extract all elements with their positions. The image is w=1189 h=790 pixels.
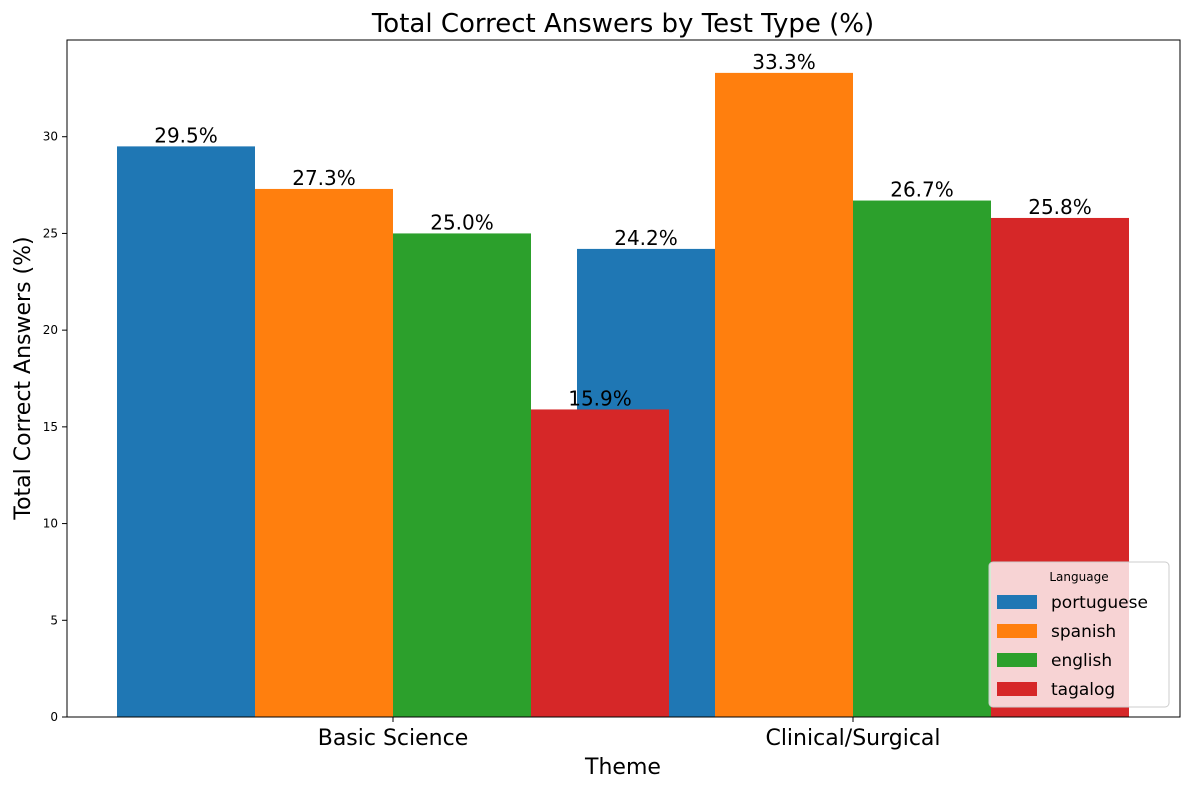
bar-tagalog-0 xyxy=(531,409,669,717)
data-label-portuguese-1: 24.2% xyxy=(614,226,678,250)
plot-area-frame xyxy=(66,39,1181,718)
bar-english-0 xyxy=(393,233,531,717)
data-label-tagalog-1: 25.8% xyxy=(1028,195,1092,219)
legend-swatch-tagalog xyxy=(997,682,1037,696)
x-tick-label-1: Clinical/Surgical xyxy=(765,726,940,751)
data-label-portuguese-0: 29.5% xyxy=(154,123,218,147)
data-labels-layer: 29.5% 24.2% 27.3% 33.3% 25.0% 26.7% 15.9% 25.8% xyxy=(154,50,1092,411)
data-label-spanish-0: 27.3% xyxy=(292,166,356,190)
y-tick-label-0: 0 xyxy=(50,710,58,724)
data-label-tagalog-0: 15.9% xyxy=(568,386,632,410)
legend-label-portuguese: portuguese xyxy=(1051,593,1148,613)
bar-portuguese-0 xyxy=(117,146,255,717)
y-tick-label-6: 30 xyxy=(43,130,58,144)
legend-title: Language xyxy=(1049,570,1108,584)
data-label-english-1: 26.7% xyxy=(890,178,954,202)
bar-english-1 xyxy=(853,200,991,717)
legend: Language portuguese spanish english tagalog xyxy=(988,561,1170,708)
chart-title: Total Correct Answers by Test Type (%) xyxy=(371,9,874,39)
bar-spanish-0 xyxy=(255,188,393,717)
legend-label-english: english xyxy=(1051,651,1112,671)
y-tick-label-2: 10 xyxy=(43,517,58,531)
x-tick-label-0: Basic Science xyxy=(318,726,469,751)
data-label-english-0: 25.0% xyxy=(430,210,494,234)
bar-spanish-1 xyxy=(715,72,853,717)
y-tick-label-5: 25 xyxy=(43,226,58,240)
y-tick-label-1: 5 xyxy=(50,613,58,627)
legend-items: portuguese spanish english tagalog xyxy=(997,593,1148,700)
y-tick-label-4: 20 xyxy=(43,323,58,337)
legend-swatch-english xyxy=(997,653,1037,667)
y-axis-ticks: 0 5 10 15 20 25 30 xyxy=(43,130,67,724)
legend-label-spanish: spanish xyxy=(1051,622,1116,642)
data-label-spanish-1: 33.3% xyxy=(752,50,816,74)
x-axis-label: Theme xyxy=(584,755,661,780)
x-axis-ticks: Basic Science Clinical/Surgical xyxy=(318,717,941,751)
y-tick-label-3: 15 xyxy=(43,420,58,434)
legend-swatch-spanish xyxy=(997,624,1037,638)
y-axis-label: Total Correct Answers (%) xyxy=(11,236,36,520)
legend-label-tagalog: tagalog xyxy=(1051,680,1115,700)
legend-swatch-portuguese xyxy=(997,595,1037,609)
